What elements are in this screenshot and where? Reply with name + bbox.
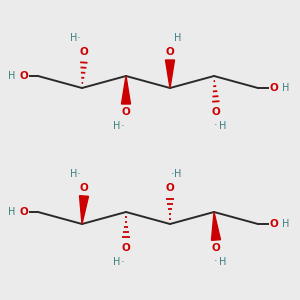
Text: H: H bbox=[174, 169, 182, 179]
Text: H: H bbox=[282, 219, 290, 229]
Text: ·: · bbox=[121, 257, 125, 267]
Text: O: O bbox=[20, 71, 28, 81]
Text: H: H bbox=[70, 169, 78, 179]
Text: H: H bbox=[219, 257, 227, 267]
Text: ·: · bbox=[214, 120, 218, 130]
Text: O: O bbox=[122, 243, 130, 253]
Polygon shape bbox=[122, 76, 130, 104]
Text: H: H bbox=[8, 71, 16, 81]
Text: ·: · bbox=[171, 169, 175, 179]
Text: ·: · bbox=[214, 256, 218, 266]
Text: O: O bbox=[80, 47, 88, 57]
Text: H: H bbox=[219, 121, 227, 131]
Text: ·: · bbox=[77, 169, 81, 179]
Text: H: H bbox=[174, 33, 182, 43]
Text: ·: · bbox=[121, 121, 125, 131]
Text: H: H bbox=[113, 257, 121, 267]
Text: H: H bbox=[70, 33, 78, 43]
Text: ·: · bbox=[77, 33, 81, 43]
Text: H: H bbox=[282, 83, 290, 93]
Text: O: O bbox=[80, 183, 88, 193]
Text: O: O bbox=[270, 83, 278, 93]
Text: O: O bbox=[166, 47, 174, 57]
Text: O: O bbox=[122, 107, 130, 117]
Text: O: O bbox=[212, 107, 220, 117]
Text: O: O bbox=[166, 183, 174, 193]
Polygon shape bbox=[80, 196, 88, 224]
Polygon shape bbox=[212, 212, 220, 240]
Text: H: H bbox=[8, 207, 16, 217]
Polygon shape bbox=[166, 60, 175, 88]
Text: O: O bbox=[270, 219, 278, 229]
Text: O: O bbox=[212, 243, 220, 253]
Text: H: H bbox=[113, 121, 121, 131]
Text: O: O bbox=[20, 207, 28, 217]
